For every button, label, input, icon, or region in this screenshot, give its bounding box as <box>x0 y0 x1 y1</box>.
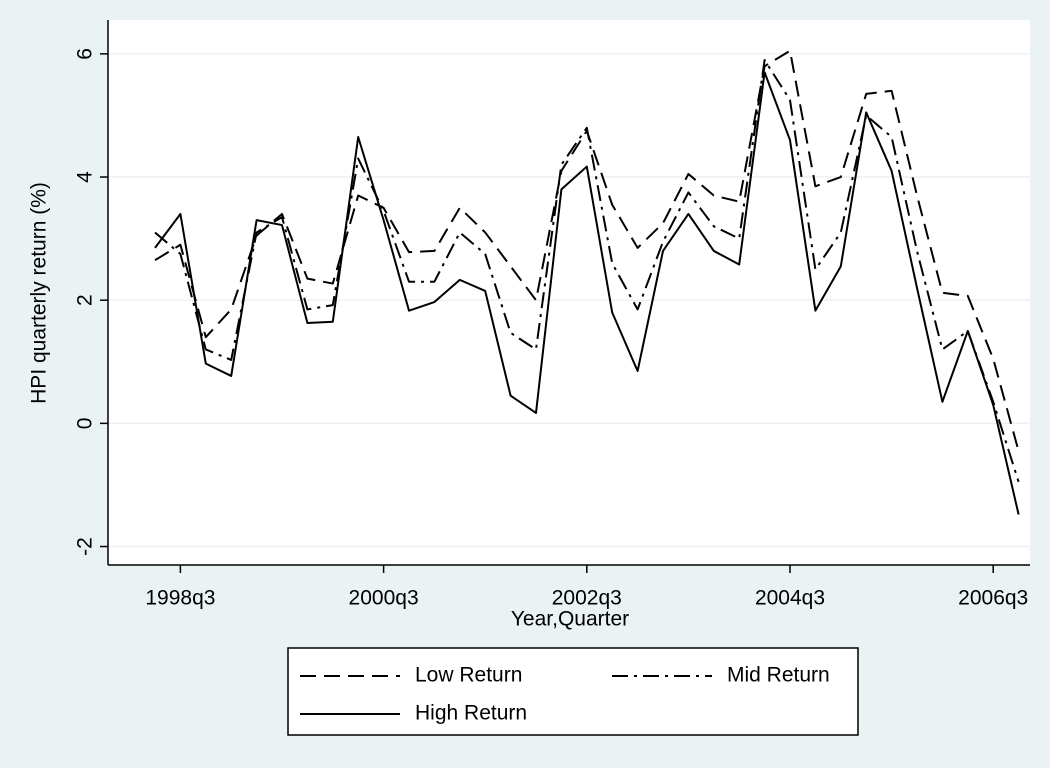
legend-label: High Return <box>415 702 527 725</box>
x-tick-label: 2002q3 <box>552 587 622 610</box>
series-line <box>154 71 1020 515</box>
x-tick-label: 1998q3 <box>145 587 215 610</box>
y-tick-label: 0 <box>74 418 97 430</box>
legend-box <box>287 647 859 736</box>
legend-label: Low Return <box>415 664 522 687</box>
x-axis-label: Year,Quarter <box>511 608 629 631</box>
x-tick-label: 2000q3 <box>349 587 419 610</box>
y-axis-label: HPI quarterly return (%) <box>28 182 51 404</box>
y-tick-label: 6 <box>74 48 97 60</box>
y-tick-label: 2 <box>74 294 97 306</box>
y-tick-label: -2 <box>74 537 97 556</box>
plot-area <box>108 20 1030 565</box>
legend-label: Mid Return <box>727 664 830 687</box>
x-tick-label: 2004q3 <box>755 587 825 610</box>
series-line <box>154 59 1020 483</box>
y-tick-label: 4 <box>74 171 97 183</box>
x-tick-label: 2006q3 <box>958 587 1028 610</box>
